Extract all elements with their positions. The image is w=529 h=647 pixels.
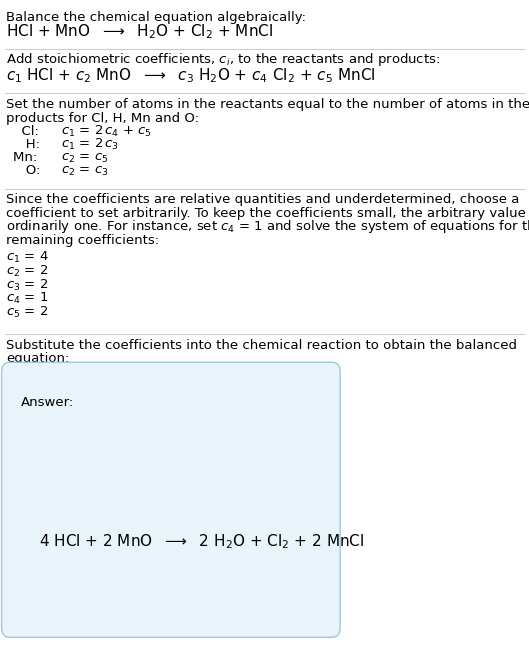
Text: $c_2$ = 2: $c_2$ = 2 [6, 264, 49, 279]
Text: HCl + MnO  $\longrightarrow$  H$_2$O + Cl$_2$ + MnCl: HCl + MnO $\longrightarrow$ H$_2$O + Cl$… [6, 22, 273, 41]
Text: H:: H: [13, 138, 44, 151]
Text: 4 HCl + 2 MnO  $\longrightarrow$  2 H$_2$O + Cl$_2$ + 2 MnCl: 4 HCl + 2 MnO $\longrightarrow$ 2 H$_2$O… [39, 532, 364, 551]
Text: $c_1$ = $2\,c_3$: $c_1$ = $2\,c_3$ [61, 137, 119, 152]
Text: $c_1$ = 4: $c_1$ = 4 [6, 250, 49, 265]
Text: Since the coefficients are relative quantities and underdetermined, choose a: Since the coefficients are relative quan… [6, 193, 519, 206]
Text: products for Cl, H, Mn and O:: products for Cl, H, Mn and O: [6, 112, 199, 125]
Text: Set the number of atoms in the reactants equal to the number of atoms in the: Set the number of atoms in the reactants… [6, 98, 529, 111]
Text: Balance the chemical equation algebraically:: Balance the chemical equation algebraica… [6, 11, 306, 24]
Text: $c_1$ HCl + $c_2$ MnO  $\longrightarrow$  $c_3$ H$_2$O + $c_4$ Cl$_2$ + $c_5$ Mn: $c_1$ HCl + $c_2$ MnO $\longrightarrow$ … [6, 66, 376, 85]
FancyBboxPatch shape [2, 362, 340, 637]
Text: $c_2$ = $c_3$: $c_2$ = $c_3$ [61, 165, 108, 178]
Text: ordinarily one. For instance, set $c_4$ = 1 and solve the system of equations fo: ordinarily one. For instance, set $c_4$ … [6, 218, 529, 236]
Text: remaining coefficients:: remaining coefficients: [6, 234, 159, 247]
Text: Mn:: Mn: [13, 151, 42, 164]
Text: Cl:: Cl: [13, 126, 43, 138]
Text: $c_1$ = $2\,c_4$ + $c_5$: $c_1$ = $2\,c_4$ + $c_5$ [61, 124, 152, 139]
Text: Add stoichiometric coefficients, $c_i$, to the reactants and products:: Add stoichiometric coefficients, $c_i$, … [6, 51, 441, 69]
Text: Substitute the coefficients into the chemical reaction to obtain the balanced: Substitute the coefficients into the che… [6, 339, 517, 352]
Text: $c_3$ = 2: $c_3$ = 2 [6, 278, 49, 292]
Text: $c_2$ = $c_5$: $c_2$ = $c_5$ [61, 152, 108, 165]
Text: $c_5$ = 2: $c_5$ = 2 [6, 305, 49, 320]
Text: $c_4$ = 1: $c_4$ = 1 [6, 291, 49, 306]
Text: equation:: equation: [6, 353, 70, 366]
Text: O:: O: [13, 164, 45, 177]
Text: coefficient to set arbitrarily. To keep the coefficients small, the arbitrary va: coefficient to set arbitrarily. To keep … [6, 207, 529, 220]
Text: Answer:: Answer: [21, 396, 75, 409]
